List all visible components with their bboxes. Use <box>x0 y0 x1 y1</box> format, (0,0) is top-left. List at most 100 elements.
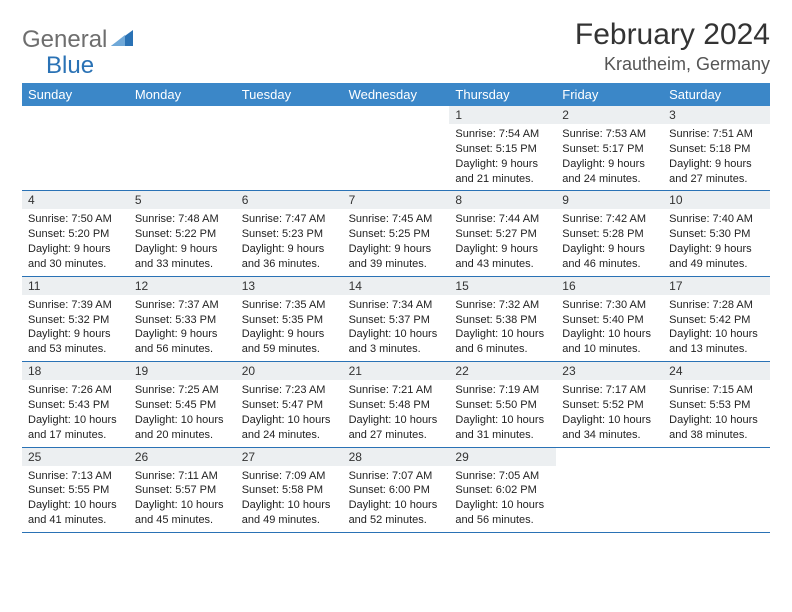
day-details: Sunrise: 7:39 AMSunset: 5:32 PMDaylight:… <box>22 295 129 361</box>
calendar-cell: 15Sunrise: 7:32 AMSunset: 5:38 PMDayligh… <box>449 277 556 361</box>
day-details: Sunrise: 7:26 AMSunset: 5:43 PMDaylight:… <box>22 380 129 446</box>
calendar-cell: 5Sunrise: 7:48 AMSunset: 5:22 PMDaylight… <box>129 191 236 275</box>
calendar-cell: 18Sunrise: 7:26 AMSunset: 5:43 PMDayligh… <box>22 362 129 446</box>
day-number <box>236 106 343 125</box>
day-header-row: SundayMondayTuesdayWednesdayThursdayFrid… <box>22 83 770 106</box>
calendar-cell: 25Sunrise: 7:13 AMSunset: 5:55 PMDayligh… <box>22 448 129 532</box>
day-details: Sunrise: 7:45 AMSunset: 5:25 PMDaylight:… <box>343 209 450 275</box>
day-number <box>663 448 770 467</box>
calendar-cell: 21Sunrise: 7:21 AMSunset: 5:48 PMDayligh… <box>343 362 450 446</box>
calendar-week-row: 11Sunrise: 7:39 AMSunset: 5:32 PMDayligh… <box>22 277 770 362</box>
day-details: Sunrise: 7:53 AMSunset: 5:17 PMDaylight:… <box>556 124 663 190</box>
day-details: Sunrise: 7:13 AMSunset: 5:55 PMDaylight:… <box>22 466 129 532</box>
day-number: 8 <box>449 191 556 209</box>
calendar-cell <box>556 448 663 532</box>
day-number: 24 <box>663 362 770 380</box>
calendar-cell <box>129 106 236 190</box>
calendar-cell: 19Sunrise: 7:25 AMSunset: 5:45 PMDayligh… <box>129 362 236 446</box>
day-number: 4 <box>22 191 129 209</box>
calendar-cell: 12Sunrise: 7:37 AMSunset: 5:33 PMDayligh… <box>129 277 236 361</box>
calendar-cell: 3Sunrise: 7:51 AMSunset: 5:18 PMDaylight… <box>663 106 770 190</box>
day-number: 9 <box>556 191 663 209</box>
day-number: 20 <box>236 362 343 380</box>
day-number: 7 <box>343 191 450 209</box>
day-details: Sunrise: 7:50 AMSunset: 5:20 PMDaylight:… <box>22 209 129 275</box>
day-details: Sunrise: 7:48 AMSunset: 5:22 PMDaylight:… <box>129 209 236 275</box>
day-details: Sunrise: 7:34 AMSunset: 5:37 PMDaylight:… <box>343 295 450 361</box>
calendar-cell <box>236 106 343 190</box>
calendar-cell: 22Sunrise: 7:19 AMSunset: 5:50 PMDayligh… <box>449 362 556 446</box>
logo-word-1: General <box>22 26 107 54</box>
day-number: 3 <box>663 106 770 124</box>
calendar-cell: 4Sunrise: 7:50 AMSunset: 5:20 PMDaylight… <box>22 191 129 275</box>
page-title: February 2024 <box>575 18 770 52</box>
day-details: Sunrise: 7:19 AMSunset: 5:50 PMDaylight:… <box>449 380 556 446</box>
calendar-cell: 13Sunrise: 7:35 AMSunset: 5:35 PMDayligh… <box>236 277 343 361</box>
calendar-table: SundayMondayTuesdayWednesdayThursdayFrid… <box>22 83 770 533</box>
calendar-cell: 29Sunrise: 7:05 AMSunset: 6:02 PMDayligh… <box>449 448 556 532</box>
day-details: Sunrise: 7:25 AMSunset: 5:45 PMDaylight:… <box>129 380 236 446</box>
day-header-cell: Friday <box>556 83 663 106</box>
day-details: Sunrise: 7:47 AMSunset: 5:23 PMDaylight:… <box>236 209 343 275</box>
day-number: 14 <box>343 277 450 295</box>
logo-triangle-icon <box>111 28 133 53</box>
calendar-week-row: 1Sunrise: 7:54 AMSunset: 5:15 PMDaylight… <box>22 106 770 191</box>
day-number: 12 <box>129 277 236 295</box>
day-header-cell: Thursday <box>449 83 556 106</box>
day-details: Sunrise: 7:11 AMSunset: 5:57 PMDaylight:… <box>129 466 236 532</box>
brand-logo: General <box>22 18 135 54</box>
calendar-cell: 11Sunrise: 7:39 AMSunset: 5:32 PMDayligh… <box>22 277 129 361</box>
calendar-cell: 10Sunrise: 7:40 AMSunset: 5:30 PMDayligh… <box>663 191 770 275</box>
day-number: 25 <box>22 448 129 466</box>
day-details: Sunrise: 7:05 AMSunset: 6:02 PMDaylight:… <box>449 466 556 532</box>
day-number: 13 <box>236 277 343 295</box>
calendar-cell: 20Sunrise: 7:23 AMSunset: 5:47 PMDayligh… <box>236 362 343 446</box>
day-header-cell: Saturday <box>663 83 770 106</box>
location-subtitle: Krautheim, Germany <box>575 54 770 75</box>
day-details: Sunrise: 7:54 AMSunset: 5:15 PMDaylight:… <box>449 124 556 190</box>
calendar-week-row: 18Sunrise: 7:26 AMSunset: 5:43 PMDayligh… <box>22 362 770 447</box>
day-number: 28 <box>343 448 450 466</box>
day-number: 2 <box>556 106 663 124</box>
day-number: 6 <box>236 191 343 209</box>
calendar-week-row: 25Sunrise: 7:13 AMSunset: 5:55 PMDayligh… <box>22 448 770 533</box>
day-number: 16 <box>556 277 663 295</box>
day-number: 11 <box>22 277 129 295</box>
day-number: 10 <box>663 191 770 209</box>
calendar-cell: 14Sunrise: 7:34 AMSunset: 5:37 PMDayligh… <box>343 277 450 361</box>
calendar-cell <box>343 106 450 190</box>
day-details: Sunrise: 7:09 AMSunset: 5:58 PMDaylight:… <box>236 466 343 532</box>
calendar-cell <box>663 448 770 532</box>
day-number: 22 <box>449 362 556 380</box>
day-details: Sunrise: 7:21 AMSunset: 5:48 PMDaylight:… <box>343 380 450 446</box>
day-number: 5 <box>129 191 236 209</box>
day-number: 18 <box>22 362 129 380</box>
day-number <box>556 448 663 467</box>
day-header-cell: Tuesday <box>236 83 343 106</box>
day-number <box>129 106 236 125</box>
day-details: Sunrise: 7:40 AMSunset: 5:30 PMDaylight:… <box>663 209 770 275</box>
day-number: 17 <box>663 277 770 295</box>
calendar-week-row: 4Sunrise: 7:50 AMSunset: 5:20 PMDaylight… <box>22 191 770 276</box>
calendar-cell: 27Sunrise: 7:09 AMSunset: 5:58 PMDayligh… <box>236 448 343 532</box>
day-header-cell: Sunday <box>22 83 129 106</box>
day-number: 23 <box>556 362 663 380</box>
calendar-cell: 24Sunrise: 7:15 AMSunset: 5:53 PMDayligh… <box>663 362 770 446</box>
day-number: 1 <box>449 106 556 124</box>
calendar-cell <box>22 106 129 190</box>
calendar-cell: 16Sunrise: 7:30 AMSunset: 5:40 PMDayligh… <box>556 277 663 361</box>
day-number: 27 <box>236 448 343 466</box>
day-details: Sunrise: 7:42 AMSunset: 5:28 PMDaylight:… <box>556 209 663 275</box>
day-number <box>343 106 450 125</box>
calendar-cell: 28Sunrise: 7:07 AMSunset: 6:00 PMDayligh… <box>343 448 450 532</box>
day-details: Sunrise: 7:35 AMSunset: 5:35 PMDaylight:… <box>236 295 343 361</box>
logo-word-2: Blue <box>46 52 94 79</box>
day-details: Sunrise: 7:17 AMSunset: 5:52 PMDaylight:… <box>556 380 663 446</box>
calendar-cell: 26Sunrise: 7:11 AMSunset: 5:57 PMDayligh… <box>129 448 236 532</box>
calendar-cell: 7Sunrise: 7:45 AMSunset: 5:25 PMDaylight… <box>343 191 450 275</box>
day-details: Sunrise: 7:37 AMSunset: 5:33 PMDaylight:… <box>129 295 236 361</box>
day-number: 21 <box>343 362 450 380</box>
day-number: 29 <box>449 448 556 466</box>
day-number: 26 <box>129 448 236 466</box>
day-header-cell: Monday <box>129 83 236 106</box>
